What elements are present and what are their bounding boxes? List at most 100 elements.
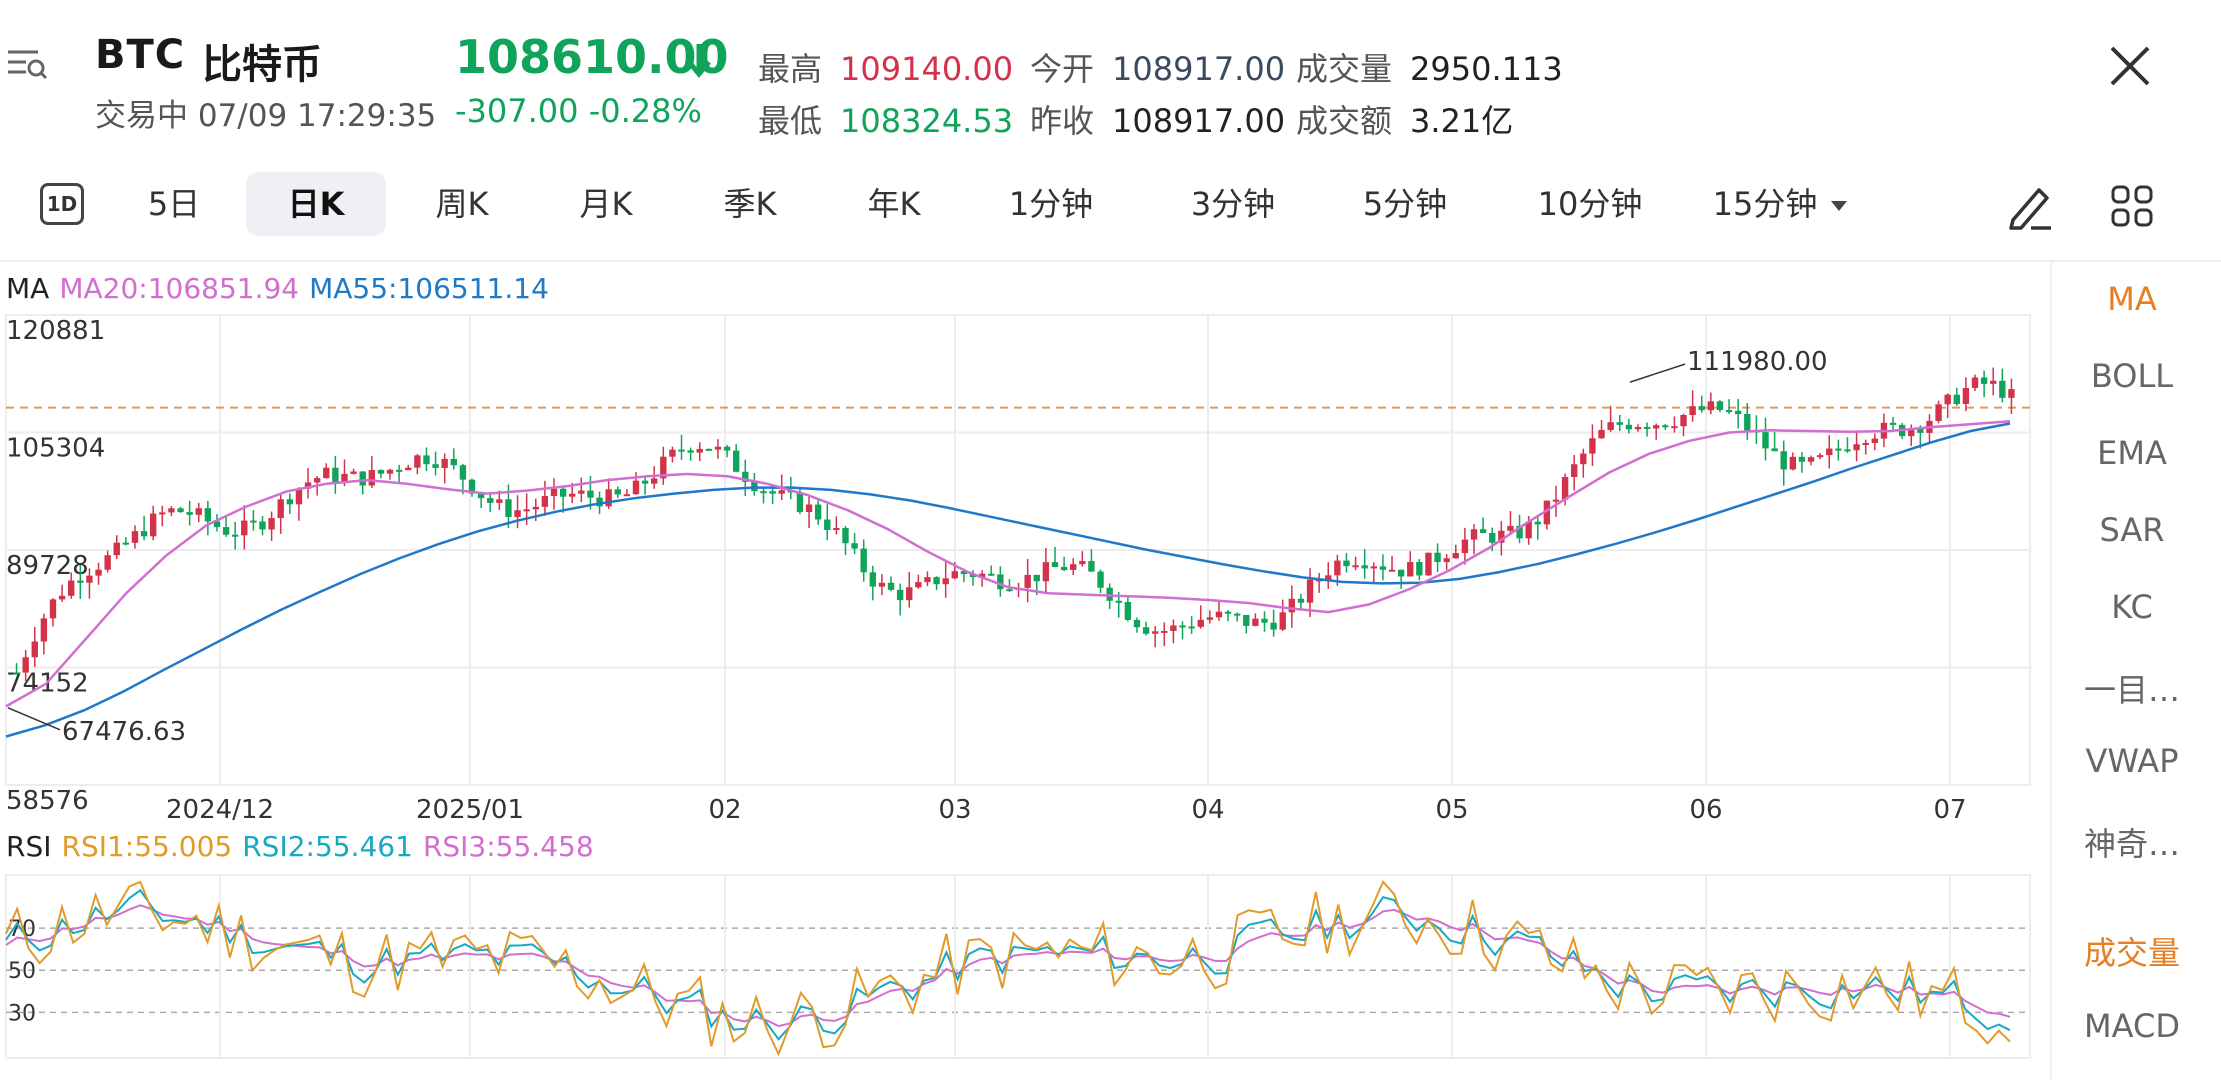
candle-body [769, 491, 776, 494]
candle-body [1215, 611, 1223, 618]
tab-10min[interactable]: 10分钟 [1537, 185, 1643, 223]
draw-pen-icon[interactable] [2005, 182, 2055, 232]
candle-body [951, 571, 958, 579]
candle-body [95, 569, 102, 576]
candle-body [596, 497, 603, 507]
ticker-name: 比特币 [202, 42, 322, 88]
candle-body [1033, 574, 1040, 582]
indicator-kc[interactable]: KC [2111, 588, 2153, 626]
candle-body [1589, 438, 1596, 454]
x-tick-label: 05 [1435, 795, 1468, 820]
candle-body [1243, 615, 1250, 626]
candle-body [641, 480, 649, 484]
tab-daily-k[interactable]: 日K [246, 172, 386, 236]
tab-1min[interactable]: 1分钟 [1008, 185, 1094, 223]
indicator-ichimoku[interactable]: 一目… [2083, 671, 2180, 709]
grid-layout-icon[interactable] [2110, 184, 2154, 228]
x-tick-label: 07 [1933, 795, 1966, 820]
indicator-magic[interactable]: 神奇… [2083, 825, 2180, 863]
candle-body [213, 521, 221, 528]
candle-body [1261, 618, 1268, 623]
tab-5day[interactable]: 5日 [147, 185, 201, 223]
candle-body [1871, 438, 1878, 444]
candle-body [1789, 456, 1797, 470]
indicator-boll[interactable]: BOLL [2090, 357, 2174, 395]
menu-icon[interactable] [4, 44, 48, 84]
candle-body [924, 577, 931, 583]
candle-body [723, 446, 731, 451]
candle-body [1771, 448, 1778, 452]
indicator-sar[interactable]: SAR [2099, 511, 2165, 549]
candle-body [714, 446, 722, 450]
candle-body [1152, 631, 1159, 634]
candle-body [1999, 380, 2006, 398]
candle-body [332, 467, 339, 483]
candle-body [687, 450, 694, 453]
candle-body [1425, 552, 1432, 576]
candle-body [395, 469, 403, 472]
candle-body [541, 496, 549, 507]
stat-open: 今开 108917.00 [1030, 50, 1286, 88]
candle-body [341, 473, 348, 483]
indicator-ema[interactable]: EMA [2097, 434, 2167, 472]
candle-body [1325, 575, 1332, 580]
candle-body [1962, 387, 1970, 404]
indicator-macd[interactable]: MACD [2084, 1007, 2180, 1045]
candle-body [1653, 425, 1660, 429]
candle-body [833, 528, 840, 531]
candle-body [1461, 539, 1469, 554]
candle-body [569, 493, 576, 497]
candle-body [705, 448, 713, 451]
tab-3min[interactable]: 3分钟 [1190, 185, 1276, 223]
candle-body [1798, 456, 1806, 462]
close-icon[interactable] [2106, 42, 2154, 90]
indicator-ma[interactable]: MA [2107, 280, 2157, 318]
candle-body [168, 508, 175, 513]
candle-body [778, 490, 785, 494]
candle-body [268, 518, 275, 530]
tab-monthly-k[interactable]: 月K [579, 185, 633, 223]
header-divider [0, 260, 2221, 262]
candle-body [1662, 425, 1669, 428]
candle-body [468, 479, 476, 494]
candle-body [231, 534, 239, 537]
candle-body [2008, 389, 2015, 398]
tab-quarterly-k[interactable]: 季K [723, 185, 777, 223]
candle-body [1334, 560, 1341, 576]
ticker-symbol: BTC [95, 32, 186, 78]
tab-15min[interactable]: 15分钟 [1710, 172, 1850, 236]
candle-body [1643, 426, 1651, 429]
candle-body [1088, 561, 1095, 572]
candle-body [1079, 561, 1086, 565]
candle-body [632, 480, 640, 495]
candle-body [40, 618, 48, 642]
tab-weekly-k[interactable]: 周K [435, 185, 489, 223]
candle-body [1707, 401, 1715, 411]
indicator-volume[interactable]: 成交量 [2083, 934, 2180, 972]
tab-5min[interactable]: 5分钟 [1362, 185, 1448, 223]
candle-body [323, 467, 330, 479]
candle-body [1990, 380, 1997, 384]
x-tick-label: 2024/12 [166, 795, 274, 820]
candle-body [869, 572, 876, 587]
candle-body [742, 471, 749, 482]
x-tick-label: 06 [1689, 795, 1722, 820]
candle-body [1598, 429, 1605, 439]
rsi-tick-label: 50 [8, 959, 36, 984]
candle-body [31, 641, 38, 658]
indicator-vwap[interactable]: VWAP [2085, 742, 2179, 780]
candle-body [459, 465, 467, 480]
candle-body [978, 573, 986, 578]
tab-1d-badge[interactable]: 1D [40, 183, 84, 225]
candle-body [1142, 627, 1150, 634]
candle-body [1698, 406, 1705, 411]
rsi3-legend: RSI3:55.458 [422, 830, 594, 863]
tab-yearly-k[interactable]: 年K [867, 185, 921, 223]
candle-body [177, 508, 184, 513]
max-annotation: 111980.00 [1687, 347, 1828, 377]
candle-body [186, 512, 193, 515]
candle-body [1051, 562, 1059, 567]
candle-body [1935, 404, 1942, 421]
